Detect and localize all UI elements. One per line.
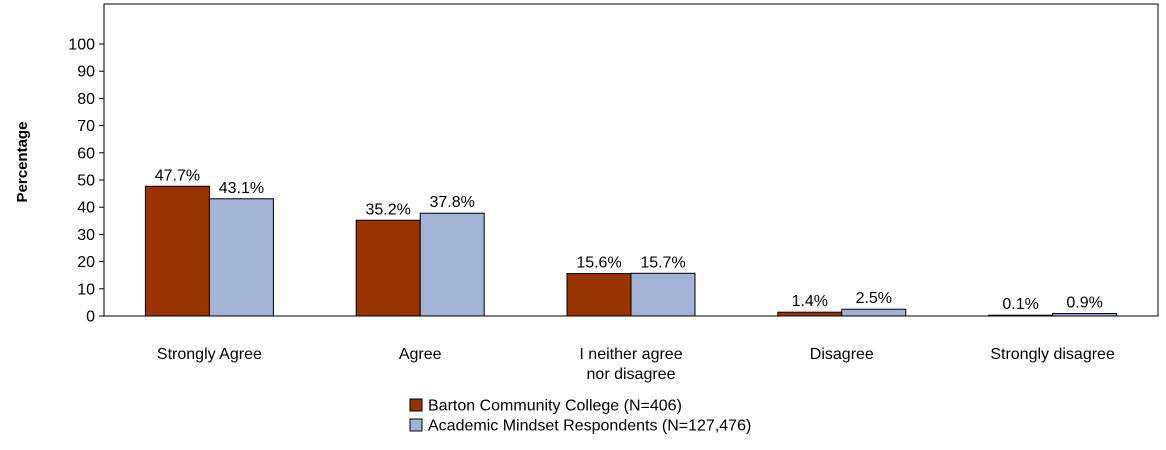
data-label: 47.7% <box>155 167 200 184</box>
data-label: 0.1% <box>1002 296 1038 313</box>
y-tick-label: 20 <box>77 254 95 271</box>
data-label: 37.8% <box>430 194 475 211</box>
y-tick-label: 50 <box>77 173 95 190</box>
legend-swatch-1 <box>409 398 423 412</box>
data-label: 35.2% <box>366 201 411 218</box>
data-label: 0.9% <box>1066 295 1102 312</box>
category-label: Agree <box>399 346 442 363</box>
bar-series-2-4 <box>1052 313 1118 317</box>
bar-series-2-2 <box>630 272 696 317</box>
category-label: I neither agree nor disagree <box>579 346 682 383</box>
legend-swatch-2 <box>409 418 423 432</box>
category-label: Disagree <box>810 346 874 363</box>
y-tick-label: 10 <box>77 281 95 298</box>
y-tick-label: 30 <box>77 227 95 244</box>
category-labels-group: Strongly Agree Agree I neither agree nor di… <box>157 346 1115 383</box>
plot-area-frame <box>103 3 1159 317</box>
y-tick-label: 60 <box>77 145 95 162</box>
data-label: 15.7% <box>640 254 685 271</box>
bar-series-1-1 <box>355 219 421 317</box>
bar-series-1-3 <box>777 311 843 317</box>
legend: Barton Community College (N=406) Academic… <box>409 398 751 435</box>
data-label: 15.6% <box>576 255 621 272</box>
data-label: 1.4% <box>792 293 828 310</box>
bar-series-2-0 <box>208 198 274 317</box>
bars-group <box>144 185 1118 317</box>
bar-series-2-1 <box>419 212 485 317</box>
y-axis-ticks: 0 10 20 30 40 50 60 70 80 90 100 <box>68 37 104 326</box>
y-tick-label: 70 <box>77 118 95 135</box>
bar-series-1-2 <box>566 273 632 317</box>
bar-series-1-0 <box>144 185 210 317</box>
y-tick-label: 80 <box>77 91 95 108</box>
y-axis-label: Percentage <box>14 122 31 203</box>
y-tick-label: 0 <box>86 309 95 326</box>
category-label: Strongly Agree <box>157 346 262 363</box>
data-labels-group: 47.7% 43.1% 35.2% 37.8% 15.6% 15.7% 1.4% 2.5% 0.… <box>155 167 1103 313</box>
y-tick-label: 100 <box>68 37 95 54</box>
data-label: 43.1% <box>219 180 264 197</box>
data-label: 2.5% <box>856 290 892 307</box>
category-label: Strongly disagree <box>990 346 1115 363</box>
bar-series-1-4 <box>988 314 1054 317</box>
y-tick-label: 90 <box>77 64 95 81</box>
bar-series-2-3 <box>841 308 907 317</box>
y-tick-label: 40 <box>77 200 95 217</box>
legend-label-1: Barton Community College (N=406) <box>428 398 682 415</box>
legend-label-2: Academic Mindset Respondents (N=127,476) <box>428 418 751 435</box>
